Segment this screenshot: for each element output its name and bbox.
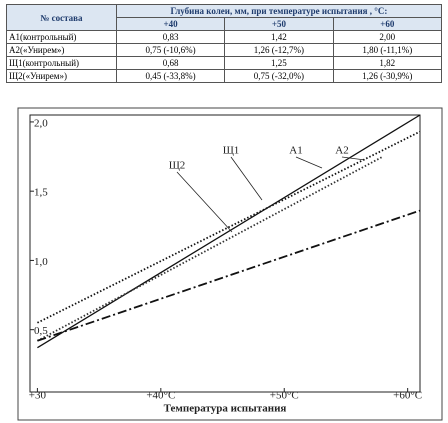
table-row: А1(контрольный) 0,83 1,42 2,00 [6, 30, 443, 44]
leader-line [341, 156, 366, 161]
chart-frame [17, 107, 443, 421]
x-axis-label: Температура испытания [164, 403, 287, 415]
table-cell: 0,45 (-33,8%) [115, 69, 226, 83]
leader-line [295, 156, 323, 169]
series-label: Щ2 [169, 160, 186, 172]
series-label: А2 [335, 145, 348, 157]
data-table: № состава Глубина колеи, мм, при температ… [6, 4, 443, 83]
x-tick-label: +30 [29, 390, 47, 402]
leader-line [176, 171, 233, 233]
series-line [37, 130, 421, 324]
table-row: А2(«Унирем») 0,75 (-10,6%) 1,26 (-12,7%) 1,… [6, 43, 443, 57]
y-tick-label: 0,5 [34, 325, 48, 337]
leader-line [230, 156, 263, 201]
series-label: А1 [289, 145, 302, 157]
header-cell: № состава [6, 4, 117, 31]
y-tick-label: 2,0 [34, 117, 48, 129]
series-line [36, 155, 384, 342]
series-line [37, 209, 421, 342]
header-cell: +60 [332, 17, 443, 31]
y-tick-label: 1,0 [34, 256, 48, 268]
x-tick-label: +40°С [146, 390, 175, 402]
table-row: Щ1(контрольный) 0,68 1,25 1,82 [6, 56, 443, 70]
table-cell: 1,26 (-30,9%) [332, 69, 443, 83]
plot-area [29, 114, 421, 393]
header-cell: +40 [115, 17, 226, 31]
series-label: Щ1 [223, 145, 240, 157]
series-line [37, 114, 421, 349]
y-tick-label: 1,5 [34, 187, 48, 199]
x-tick-label: +60°С [393, 390, 422, 402]
x-tick-label: +50°С [270, 390, 299, 402]
table-row: Щ2(«Унирем») 0,45 (-33,8%) 0,75 (-32,0%) 1,… [6, 69, 443, 83]
